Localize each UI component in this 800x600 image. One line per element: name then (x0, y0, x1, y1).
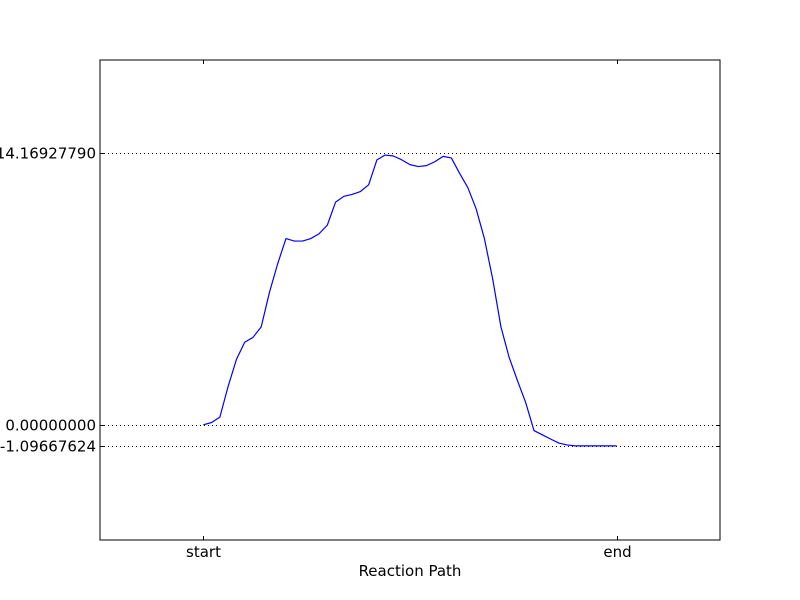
tick-layer: 14.16927790 0.00000000 -1.09667624 start end (0, 60, 720, 561)
x-tick-label: start (186, 543, 221, 561)
x-tick-label: end (603, 543, 631, 561)
grid-lines (100, 153, 720, 447)
y-tick-label: 0.00000000 (5, 417, 96, 435)
y-tick-label: -1.09667624 (0, 438, 96, 456)
x-axis-label: Reaction Path (359, 562, 462, 580)
energy-series-line (203, 154, 617, 447)
series-layer (203, 154, 617, 447)
plot-frame (99, 59, 721, 541)
y-tick-label: 14.16927790 (0, 145, 96, 163)
